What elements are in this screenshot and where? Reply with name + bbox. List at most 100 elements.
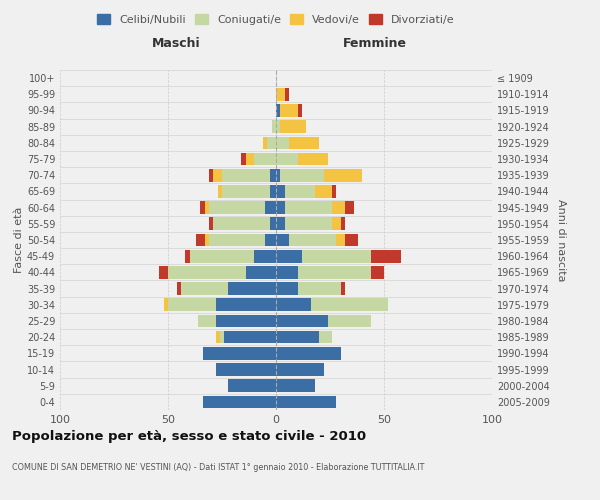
Bar [284,88,289,101]
Bar [254,250,276,262]
Bar [269,185,276,198]
Bar [203,396,276,408]
Text: Femmine: Femmine [343,36,407,50]
Bar [276,347,341,360]
Bar [254,152,276,166]
Bar [276,169,280,181]
Bar [160,266,168,278]
Bar [196,234,205,246]
Bar [209,218,214,230]
Bar [209,234,265,246]
Bar [241,152,246,166]
Bar [332,218,341,230]
Bar [164,298,168,311]
Bar [323,169,362,181]
Bar [222,185,269,198]
Bar [298,266,371,278]
Bar [276,250,302,262]
Bar [198,314,215,328]
Bar [284,202,332,214]
Bar [246,152,254,166]
Bar [276,136,289,149]
Bar [222,169,269,181]
Bar [345,202,354,214]
Bar [176,282,181,295]
Bar [284,185,315,198]
Bar [276,104,280,117]
Bar [276,331,319,344]
Bar [215,331,220,344]
Bar [276,234,289,246]
Bar [337,234,345,246]
Bar [168,298,215,311]
Bar [229,380,276,392]
Bar [276,298,311,311]
Bar [332,202,345,214]
Bar [209,169,214,181]
Bar [214,218,269,230]
Bar [345,234,358,246]
Bar [319,331,332,344]
Bar [276,314,328,328]
Text: Popolazione per età, sesso e stato civile - 2010: Popolazione per età, sesso e stato civil… [12,430,366,443]
Bar [229,282,276,295]
Bar [269,169,276,181]
Bar [289,136,319,149]
Bar [269,218,276,230]
Text: COMUNE DI SAN DEMETRIO NE' VESTINI (AQ) - Dati ISTAT 1° gennaio 2010 - Elaborazi: COMUNE DI SAN DEMETRIO NE' VESTINI (AQ) … [12,463,424,472]
Bar [265,202,276,214]
Bar [205,202,209,214]
Bar [276,202,284,214]
Bar [276,218,284,230]
Bar [265,234,276,246]
Bar [276,88,284,101]
Bar [341,282,345,295]
Bar [276,152,298,166]
Bar [284,218,332,230]
Y-axis label: Fasce di età: Fasce di età [14,207,24,273]
Bar [276,185,284,198]
Bar [185,250,190,262]
Bar [276,282,298,295]
Bar [168,266,246,278]
Bar [272,120,276,133]
Y-axis label: Anni di nascita: Anni di nascita [556,198,566,281]
Bar [371,266,384,278]
Bar [214,169,222,181]
Bar [371,250,401,262]
Bar [218,185,222,198]
Bar [341,218,345,230]
Bar [332,185,337,198]
Bar [203,347,276,360]
Bar [280,120,306,133]
Bar [215,363,276,376]
Legend: Celibi/Nubili, Coniugati/e, Vedovi/e, Divorziati/e: Celibi/Nubili, Coniugati/e, Vedovi/e, Di… [94,10,458,28]
Bar [246,266,276,278]
Bar [224,331,276,344]
Bar [276,266,298,278]
Bar [276,363,323,376]
Bar [215,314,276,328]
Bar [200,202,205,214]
Bar [190,250,254,262]
Bar [215,298,276,311]
Bar [302,250,371,262]
Bar [263,136,268,149]
Bar [311,298,388,311]
Bar [328,314,371,328]
Bar [276,396,337,408]
Bar [289,234,337,246]
Bar [268,136,276,149]
Bar [315,185,332,198]
Bar [209,202,265,214]
Bar [298,152,328,166]
Text: Maschi: Maschi [152,36,201,50]
Bar [205,234,209,246]
Bar [276,120,280,133]
Bar [280,169,323,181]
Bar [276,380,315,392]
Bar [298,104,302,117]
Bar [220,331,224,344]
Bar [181,282,229,295]
Bar [280,104,298,117]
